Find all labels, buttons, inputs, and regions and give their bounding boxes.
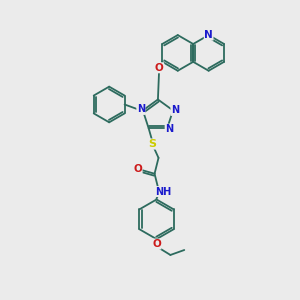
Text: N: N — [204, 30, 213, 40]
Text: O: O — [155, 63, 164, 73]
Text: S: S — [148, 139, 157, 149]
Text: N: N — [171, 105, 179, 116]
Text: N: N — [165, 124, 173, 134]
Text: NH: NH — [155, 187, 172, 196]
Text: N: N — [137, 104, 145, 114]
Text: O: O — [152, 239, 161, 249]
Text: O: O — [133, 164, 142, 174]
